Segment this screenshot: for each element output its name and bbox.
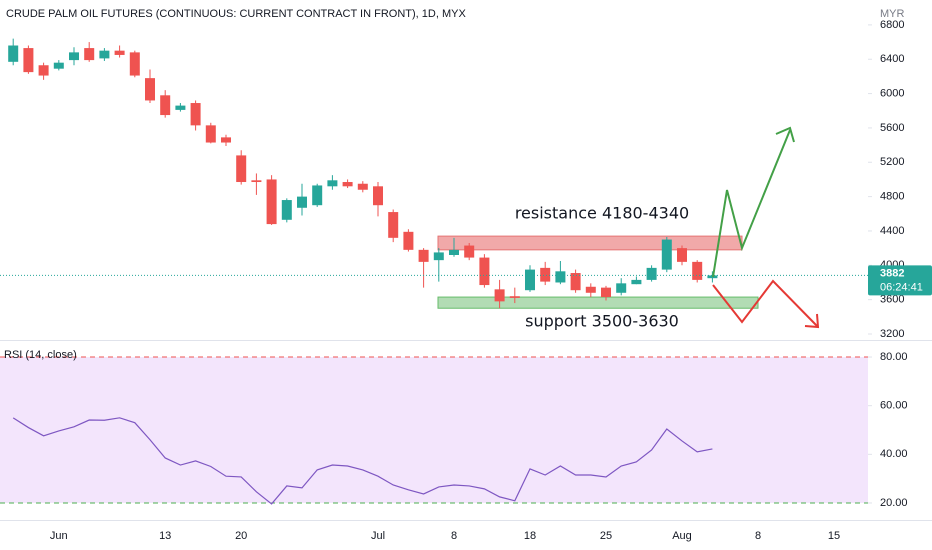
zone-label: support 3500-3630: [525, 312, 679, 331]
chart-title: CRUDE PALM OIL FUTURES (CONTINUOUS: CURR…: [6, 8, 466, 20]
bullish-arrow: [712, 129, 791, 278]
candle-body: [205, 125, 216, 143]
candle-body: [23, 48, 34, 73]
x-tick-label: Aug: [672, 530, 692, 542]
x-tick-label: Jul: [371, 530, 385, 542]
candle-body: [99, 50, 110, 59]
candle-body: [160, 95, 171, 116]
candle-body: [585, 286, 596, 293]
candle-body: [661, 239, 672, 270]
candle-body: [509, 296, 520, 298]
bearish-arrow: [712, 279, 819, 328]
candle-body: [281, 200, 292, 220]
candle-body: [388, 212, 399, 238]
candle-body: [84, 48, 95, 61]
candle-body: [525, 269, 535, 291]
rsi-line: [12, 417, 713, 505]
last-price-label: 3882: [880, 267, 904, 279]
candle-body: [236, 155, 247, 183]
x-tick-label: 15: [828, 530, 840, 542]
candle-body: [129, 52, 140, 76]
y-tick-label: 6400: [880, 53, 904, 65]
candle-body: [251, 180, 262, 183]
x-tick-label: 8: [451, 530, 457, 542]
candle-body: [570, 273, 581, 291]
candle-body: [616, 283, 627, 293]
candle-body: [190, 103, 201, 126]
y-tick-label: 60.00: [880, 400, 908, 412]
x-tick-label: 25: [600, 530, 612, 542]
candle-body: [494, 289, 505, 302]
candle-body: [342, 182, 353, 187]
candle-body: [449, 249, 459, 255]
y-tick-label: 5600: [880, 122, 904, 134]
candle-body: [69, 52, 79, 61]
y-tick-label: 4400: [880, 225, 904, 237]
indicator-title: RSI (14, close): [4, 349, 77, 361]
y-tick-label: 6800: [880, 19, 904, 31]
x-tick-label: 18: [524, 530, 536, 542]
candle-body: [145, 78, 155, 101]
y-tick-label: 20.00: [880, 497, 908, 509]
x-tick-label: 8: [755, 530, 761, 542]
zone-box: [437, 296, 759, 309]
candle-body: [53, 62, 64, 69]
candle-body: [38, 65, 49, 76]
y-tick-label: 40.00: [880, 448, 908, 460]
y-tick-label: 6000: [880, 87, 904, 99]
candle-body: [175, 105, 186, 110]
last-price-tag: [868, 265, 932, 296]
candle-body: [8, 45, 19, 62]
candle-body: [646, 267, 657, 280]
candle-body: [373, 186, 383, 206]
candle-body: [114, 50, 125, 55]
candle-body: [357, 183, 368, 190]
arrow-head: [775, 126, 795, 143]
zone-label: resistance 4180-4340: [515, 204, 689, 223]
candle-body: [540, 267, 551, 282]
candle-body: [266, 179, 277, 225]
candle-body: [403, 231, 414, 250]
countdown: 06:24:41: [880, 281, 923, 293]
candle-body: [327, 180, 338, 187]
y-tick-label: 3200: [880, 328, 904, 340]
candle-body: [692, 261, 703, 280]
candle-body: [677, 248, 687, 262]
candle-body: [601, 287, 611, 298]
candle-body: [221, 137, 231, 143]
candle-body: [312, 185, 323, 206]
candle-body: [297, 196, 307, 208]
zone-box: [437, 235, 743, 251]
currency: MYR: [880, 8, 905, 20]
y-tick-label: 80.00: [880, 351, 908, 363]
x-tick-label: 20: [235, 530, 247, 542]
candle-body: [433, 252, 444, 261]
y-tick-label: 5200: [880, 156, 904, 168]
arrow-head: [804, 313, 820, 329]
candle-body: [479, 257, 490, 286]
y-tick-label: 4800: [880, 191, 904, 203]
x-tick-label: 13: [159, 530, 171, 542]
candle-body: [631, 279, 642, 285]
candle-body: [464, 245, 475, 258]
candle-body: [555, 271, 566, 283]
rsi-band: [0, 357, 868, 503]
x-tick-label: Jun: [50, 530, 68, 542]
y-tick-label: 3600: [880, 294, 904, 306]
candle-body: [418, 249, 429, 262]
